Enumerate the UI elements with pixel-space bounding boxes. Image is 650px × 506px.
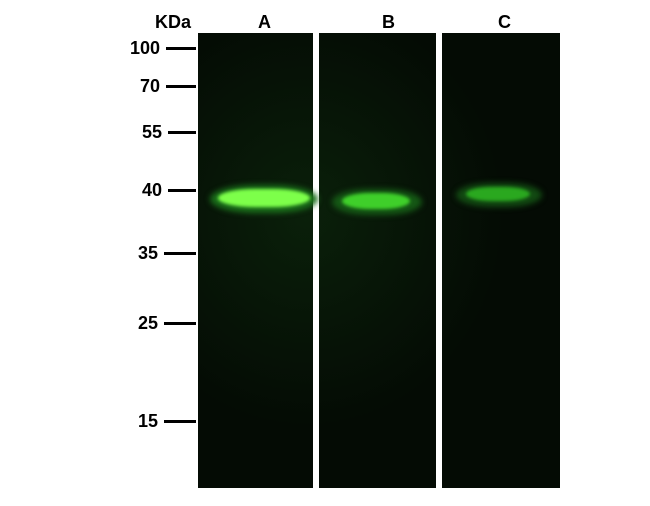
mw-marker: 40 bbox=[142, 180, 196, 201]
lane-label: C bbox=[498, 12, 511, 33]
blot-membrane bbox=[198, 33, 560, 488]
mw-marker: 70 bbox=[140, 76, 196, 97]
mw-marker-tick bbox=[166, 85, 196, 88]
mw-marker: 15 bbox=[138, 411, 196, 432]
mw-marker-value: 70 bbox=[140, 76, 160, 97]
protein-band-core bbox=[342, 193, 410, 209]
lane-divider bbox=[436, 33, 442, 488]
mw-marker-tick bbox=[164, 322, 196, 325]
mw-marker-value: 55 bbox=[142, 122, 162, 143]
western-blot-figure: KDa A B C 100 70 55 40 35 25 15 bbox=[0, 0, 650, 506]
lane-divider bbox=[313, 33, 319, 488]
mw-marker-value: 25 bbox=[138, 313, 158, 334]
mw-marker-tick bbox=[166, 47, 196, 50]
lane-label: B bbox=[382, 12, 395, 33]
mw-marker-value: 35 bbox=[138, 243, 158, 264]
mw-marker-value: 40 bbox=[142, 180, 162, 201]
lane-label: A bbox=[258, 12, 271, 33]
mw-marker-tick bbox=[168, 189, 196, 192]
mw-marker-value: 15 bbox=[138, 411, 158, 432]
unit-label: KDa bbox=[155, 12, 191, 33]
mw-marker-tick bbox=[168, 131, 196, 134]
protein-band-core bbox=[466, 187, 530, 201]
mw-marker: 35 bbox=[138, 243, 196, 264]
mw-marker-value: 100 bbox=[130, 38, 160, 59]
mw-marker: 55 bbox=[142, 122, 196, 143]
mw-marker-tick bbox=[164, 420, 196, 423]
mw-marker-tick bbox=[164, 252, 196, 255]
protein-band-core bbox=[218, 189, 310, 207]
mw-marker: 100 bbox=[130, 38, 196, 59]
mw-marker: 25 bbox=[138, 313, 196, 334]
